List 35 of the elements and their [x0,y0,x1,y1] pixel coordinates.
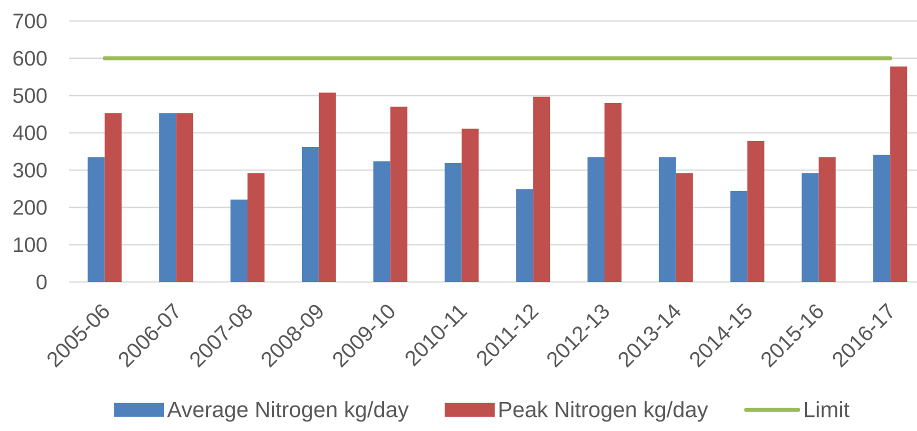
bar [248,173,265,282]
bar [890,66,908,282]
bar [104,113,122,282]
bar [516,189,534,282]
y-tick-label: 700 [14,14,47,28]
bar [390,106,408,282]
bar [230,200,248,282]
bar [302,147,319,282]
bar [604,103,622,282]
y-tick-label: 100 [14,237,47,252]
bar [444,163,462,282]
bar [462,128,479,282]
bar [818,157,836,282]
bar [676,173,693,282]
y-tick-label: 0 [36,274,47,290]
bar [873,154,890,282]
bar [658,157,676,282]
legend-label: Limit [804,401,850,418]
bar [176,113,194,282]
legend-label: Peak Nitrogen kg/day [500,401,708,422]
y-tick-label: 200 [13,200,47,215]
bar [747,141,764,282]
bar [588,157,605,282]
bar [533,96,550,282]
bar [318,92,336,282]
bar [159,113,176,282]
bar [373,161,390,282]
bar [802,173,819,282]
y-tick-label: 300 [13,162,47,178]
y-tick-label: 500 [13,88,47,104]
legend-label: Average Nitrogen kg/day [167,401,409,422]
bar [88,157,105,282]
y-tick-label: 400 [12,125,47,140]
y-tick-label: 600 [14,50,47,66]
bar [730,191,748,282]
